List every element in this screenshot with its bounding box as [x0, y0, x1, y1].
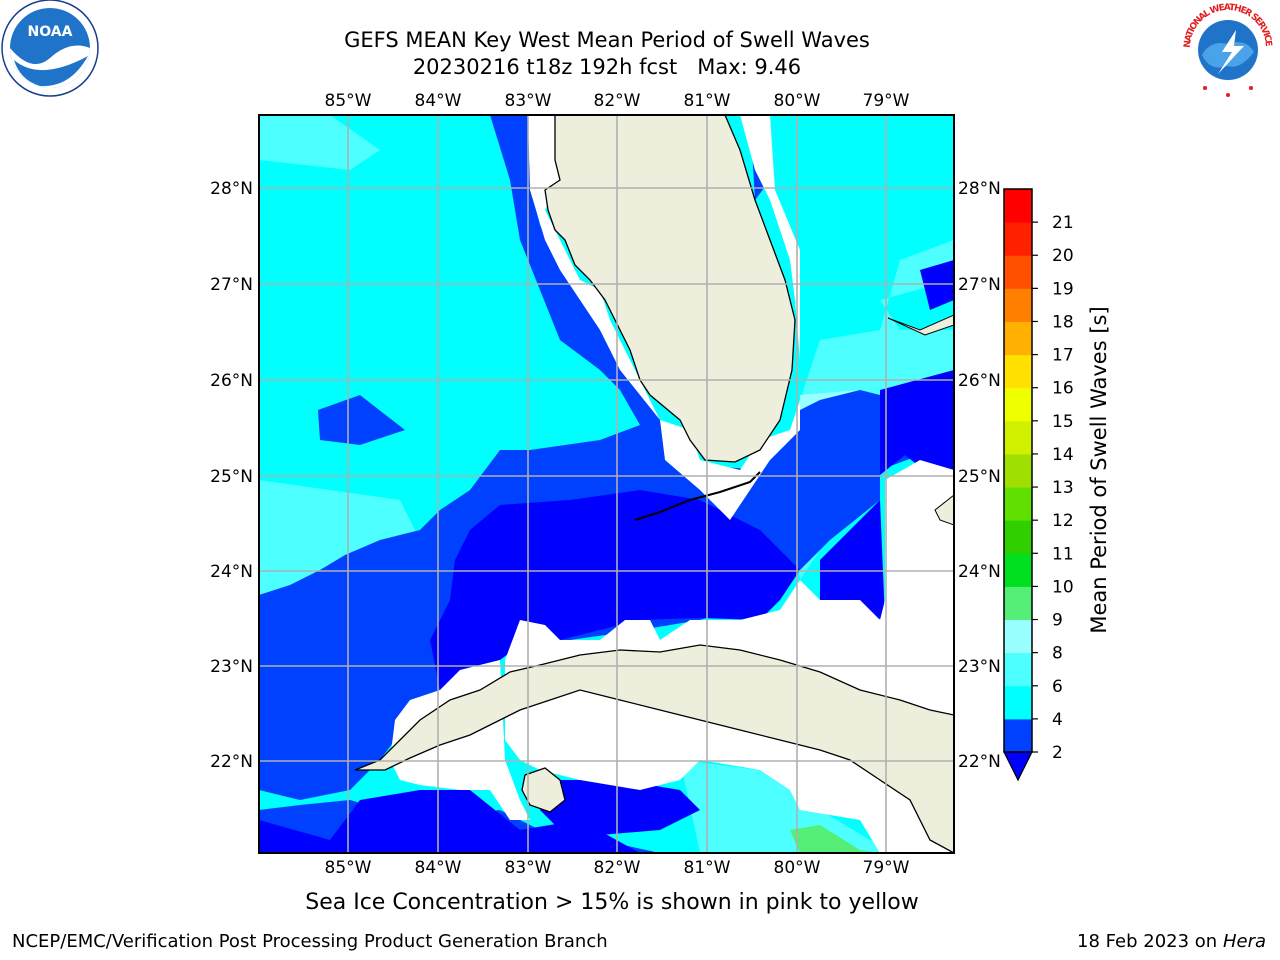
- lon-label-bottom: 82°W: [594, 858, 641, 878]
- colorbar-tick-label: 10: [1052, 577, 1074, 597]
- lat-label-right: 28°N: [958, 179, 1001, 199]
- colorbar-tick-label: 4: [1052, 710, 1063, 730]
- footer-date: 18 Feb 2023 on Hera: [1077, 931, 1266, 952]
- colorbar-tick-label: 16: [1052, 379, 1074, 399]
- lat-label-right: 25°N: [958, 467, 1001, 487]
- colorbar-segment: [1004, 453, 1032, 488]
- lon-label-bottom: 83°W: [505, 858, 552, 878]
- chart-title: GEFS MEAN Key West Mean Period of Swell …: [344, 28, 870, 52]
- colorbar-tick-label: 17: [1052, 346, 1074, 366]
- lat-label-right: 23°N: [958, 657, 1001, 677]
- colorbar-segment: [1004, 586, 1032, 621]
- nws-logo: NATIONAL WEATHER SERVICE: [1180, 0, 1276, 97]
- lat-label-right: 27°N: [958, 275, 1001, 295]
- lon-label-top: 82°W: [594, 91, 641, 111]
- lat-label-left: 25°N: [210, 467, 253, 487]
- noaa-logo: NOAA: [1, 0, 99, 97]
- footer-credit: NCEP/EMC/Verification Post Processing Pr…: [12, 931, 608, 952]
- lat-label-left: 27°N: [210, 275, 253, 295]
- colorbar-tick-label: 18: [1052, 312, 1074, 332]
- chart-subtitle: 20230216 t18z 192h fcst Max: 9.46: [412, 55, 802, 79]
- map-plot: 85°W 84°W 83°W 82°W 81°W 80°W 79°W 85°W …: [210, 91, 1001, 878]
- colorbar-tick-label: 8: [1052, 644, 1063, 664]
- land-bahamas: [887, 314, 954, 336]
- colorbar-tick-label: 11: [1052, 544, 1074, 564]
- lat-label-left: 24°N: [210, 562, 253, 582]
- lon-label-top: 80°W: [774, 91, 821, 111]
- colorbar-segment: [1004, 520, 1032, 554]
- colorbar-segment: [1004, 718, 1032, 753]
- colorbar-tick-label: 6: [1052, 677, 1063, 697]
- lat-label-left: 26°N: [210, 371, 253, 391]
- colorbar-segment: [1004, 553, 1032, 587]
- swell-contour-9-10: [790, 825, 880, 853]
- lon-label-top: 85°W: [325, 91, 372, 111]
- lon-label-top: 81°W: [684, 91, 731, 111]
- lat-label-right: 24°N: [958, 562, 1001, 582]
- lon-label-bottom: 80°W: [774, 858, 821, 878]
- colorbar-segment: [1004, 652, 1032, 687]
- colorbar-tick-label: 13: [1052, 478, 1074, 498]
- lon-label-bottom: 79°W: [863, 858, 910, 878]
- lat-label-left: 22°N: [210, 752, 253, 772]
- swell-contour-2-4: [318, 395, 405, 445]
- land-florida: [544, 115, 796, 463]
- colorbar-tick-label: 21: [1052, 213, 1074, 233]
- colorbar-tick-label: 9: [1052, 611, 1063, 631]
- lat-label-right: 22°N: [958, 752, 1001, 772]
- lon-label-bottom: 84°W: [415, 858, 462, 878]
- lon-label-top: 79°W: [863, 91, 910, 111]
- footer-date-text: 18 Feb 2023 on: [1077, 931, 1218, 952]
- colorbar-segment: [1004, 685, 1032, 720]
- colorbar-segment: [1004, 387, 1032, 422]
- lon-label-top: 83°W: [505, 91, 552, 111]
- swell-contour-6-8: [259, 115, 380, 170]
- colorbar-segment: [1004, 487, 1032, 521]
- sea-ice-note: Sea Ice Concentration > 15% is shown in …: [305, 890, 919, 915]
- colorbar-tick-label: 20: [1052, 246, 1074, 266]
- colorbar-segment: [1004, 321, 1032, 356]
- colorbar-tick-label: 19: [1052, 279, 1074, 299]
- lon-label-bottom: 85°W: [325, 858, 372, 878]
- lat-label-left: 23°N: [210, 657, 253, 677]
- colorbar-tick-label: 12: [1052, 511, 1074, 531]
- colorbar-segment: [1004, 255, 1032, 289]
- colorbar-segment: [1004, 354, 1032, 389]
- footer-machine: Hera: [1222, 931, 1266, 952]
- map-frame: [258, 114, 955, 854]
- florida-keys: [634, 471, 761, 521]
- land-isla-juventud: [521, 767, 566, 813]
- colorbar-segment: [1004, 619, 1032, 654]
- land-cuba: [354, 644, 954, 853]
- colorbar-label: Mean Period of Swell Waves [s]: [1087, 306, 1111, 633]
- colorbar-segment: [1004, 189, 1032, 223]
- colorbar-frame: [1003, 188, 1033, 753]
- colorbar-segment: [1004, 288, 1032, 322]
- colorbar-tick-label: 15: [1052, 412, 1074, 432]
- map-gridlines: [259, 115, 954, 853]
- colorbar-segment: [1004, 222, 1032, 256]
- colorbar-segment: [1004, 420, 1032, 455]
- colorbar: 2 4 6 8 9 10 11 12 13 14 15 16 17 18 19 20 21 Mean Perio…: [1003, 188, 1111, 782]
- colorbar-tick-label: 2: [1052, 743, 1063, 763]
- noaa-logo-text: NOAA: [28, 24, 73, 40]
- colorbar-under-triangle: [1003, 751, 1033, 782]
- lon-label-bottom: 81°W: [684, 858, 731, 878]
- lat-label-right: 26°N: [958, 371, 1001, 391]
- lon-label-top: 84°W: [415, 91, 462, 111]
- colorbar-tick-label: 14: [1052, 445, 1074, 465]
- lat-label-left: 28°N: [210, 179, 253, 199]
